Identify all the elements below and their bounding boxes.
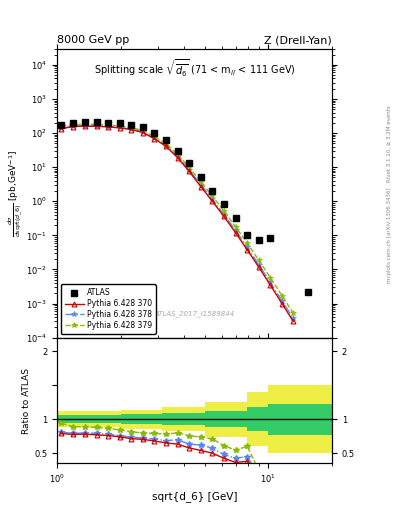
Pythia 6.428 379 [210, 193, 215, 199]
Pythia 6.428 379 [187, 164, 191, 170]
Pythia 6.428 370 [187, 168, 191, 175]
ATLAS [233, 215, 238, 221]
Text: Splitting scale $\sqrt{\overline{d_6}}$ (71 < m$_{ll}$ < 111 GeV): Splitting scale $\sqrt{\overline{d_6}}$ … [94, 57, 296, 78]
Pythia 6.428 370 [94, 123, 99, 130]
Pythia 6.428 379 [233, 224, 238, 230]
Pythia 6.428 379 [256, 257, 261, 263]
Pythia 6.428 379 [291, 310, 296, 316]
Pythia 6.428 370 [82, 123, 87, 129]
Pythia 6.428 379 [268, 274, 273, 281]
Pythia 6.428 370 [256, 264, 261, 270]
ATLAS [71, 120, 75, 126]
ATLAS [256, 237, 261, 243]
Pythia 6.428 370 [71, 123, 75, 130]
Pythia 6.428 378 [129, 126, 134, 132]
Pythia 6.428 379 [82, 121, 87, 127]
Pythia 6.428 370 [59, 125, 64, 132]
Text: Rivet 3.1.10, ≥ 3.2M events: Rivet 3.1.10, ≥ 3.2M events [387, 105, 392, 182]
Text: mcplots.cern.ch [arXiv:1306.3436]: mcplots.cern.ch [arXiv:1306.3436] [387, 188, 392, 283]
Pythia 6.428 378 [256, 262, 261, 268]
Pythia 6.428 379 [152, 134, 157, 140]
Pythia 6.428 378 [164, 142, 169, 148]
Pythia 6.428 379 [118, 123, 122, 129]
ATLAS [187, 160, 191, 166]
Pythia 6.428 370 [268, 282, 273, 288]
ATLAS [306, 289, 310, 295]
Pythia 6.428 379 [105, 122, 110, 128]
Pythia 6.428 378 [222, 211, 226, 218]
Pythia 6.428 379 [164, 141, 169, 147]
Y-axis label: Ratio to ATLAS: Ratio to ATLAS [22, 368, 31, 434]
Line: Pythia 6.428 370: Pythia 6.428 370 [59, 124, 296, 324]
Line: ATLAS: ATLAS [58, 119, 311, 295]
ATLAS [210, 188, 215, 194]
ATLAS [222, 201, 226, 207]
Pythia 6.428 379 [71, 121, 75, 127]
X-axis label: sqrt{d_6} [GeV]: sqrt{d_6} [GeV] [152, 491, 237, 502]
Pythia 6.428 370 [291, 318, 296, 325]
Pythia 6.428 370 [245, 247, 250, 253]
Pythia 6.428 379 [222, 208, 226, 214]
Pythia 6.428 370 [280, 301, 285, 307]
Pythia 6.428 378 [118, 124, 122, 131]
Pythia 6.428 379 [94, 121, 99, 127]
ATLAS [175, 148, 180, 154]
Pythia 6.428 379 [141, 127, 145, 134]
Pythia 6.428 378 [280, 298, 285, 304]
Pythia 6.428 370 [118, 125, 122, 131]
Pythia 6.428 378 [94, 123, 99, 129]
Pythia 6.428 370 [222, 214, 226, 220]
Pythia 6.428 379 [245, 240, 250, 246]
ATLAS [94, 119, 99, 125]
Pythia 6.428 370 [175, 155, 180, 161]
Pythia 6.428 378 [71, 123, 75, 130]
Text: 8000 GeV pp: 8000 GeV pp [57, 35, 129, 45]
Pythia 6.428 378 [105, 123, 110, 130]
ATLAS [268, 235, 273, 241]
Pythia 6.428 370 [198, 183, 203, 189]
Pythia 6.428 378 [268, 279, 273, 285]
Pythia 6.428 370 [164, 143, 169, 150]
Pythia 6.428 378 [198, 181, 203, 187]
ATLAS [118, 120, 122, 126]
Pythia 6.428 370 [210, 198, 215, 204]
Pythia 6.428 378 [152, 135, 157, 141]
ATLAS [141, 124, 145, 131]
Pythia 6.428 378 [82, 123, 87, 129]
Text: Z (Drell-Yan): Z (Drell-Yan) [264, 35, 332, 45]
Pythia 6.428 370 [141, 130, 145, 136]
Pythia 6.428 370 [233, 229, 238, 236]
ATLAS [129, 121, 134, 127]
Pythia 6.428 378 [291, 315, 296, 322]
ATLAS [82, 119, 87, 125]
ATLAS [164, 137, 169, 143]
Pythia 6.428 378 [59, 125, 64, 132]
Pythia 6.428 378 [210, 196, 215, 202]
Pythia 6.428 370 [105, 124, 110, 130]
Line: Pythia 6.428 379: Pythia 6.428 379 [59, 121, 296, 316]
Pythia 6.428 378 [187, 167, 191, 173]
Pythia 6.428 379 [129, 124, 134, 131]
Pythia 6.428 378 [141, 129, 145, 135]
ATLAS [105, 120, 110, 126]
Pythia 6.428 378 [175, 153, 180, 159]
ATLAS [152, 130, 157, 136]
ATLAS [59, 122, 64, 129]
Pythia 6.428 379 [280, 293, 285, 299]
Y-axis label: $\frac{d\sigma}{d\mathrm{sqrt}(d\_6)}$ [pb,GeV$^{-1}$]: $\frac{d\sigma}{d\mathrm{sqrt}(d\_6)}$ [… [6, 150, 25, 237]
Pythia 6.428 370 [129, 126, 134, 133]
Pythia 6.428 378 [233, 227, 238, 233]
ATLAS [245, 232, 250, 239]
Line: Pythia 6.428 378: Pythia 6.428 378 [59, 123, 296, 321]
Text: ATLAS_2017_I1589844: ATLAS_2017_I1589844 [154, 311, 235, 317]
ATLAS [198, 175, 203, 181]
Legend: ATLAS, Pythia 6.428 370, Pythia 6.428 378, Pythia 6.428 379: ATLAS, Pythia 6.428 370, Pythia 6.428 37… [61, 285, 156, 334]
Pythia 6.428 370 [152, 136, 157, 142]
Pythia 6.428 379 [175, 151, 180, 157]
Pythia 6.428 379 [198, 179, 203, 185]
Pythia 6.428 379 [59, 123, 64, 129]
Pythia 6.428 378 [245, 244, 250, 250]
